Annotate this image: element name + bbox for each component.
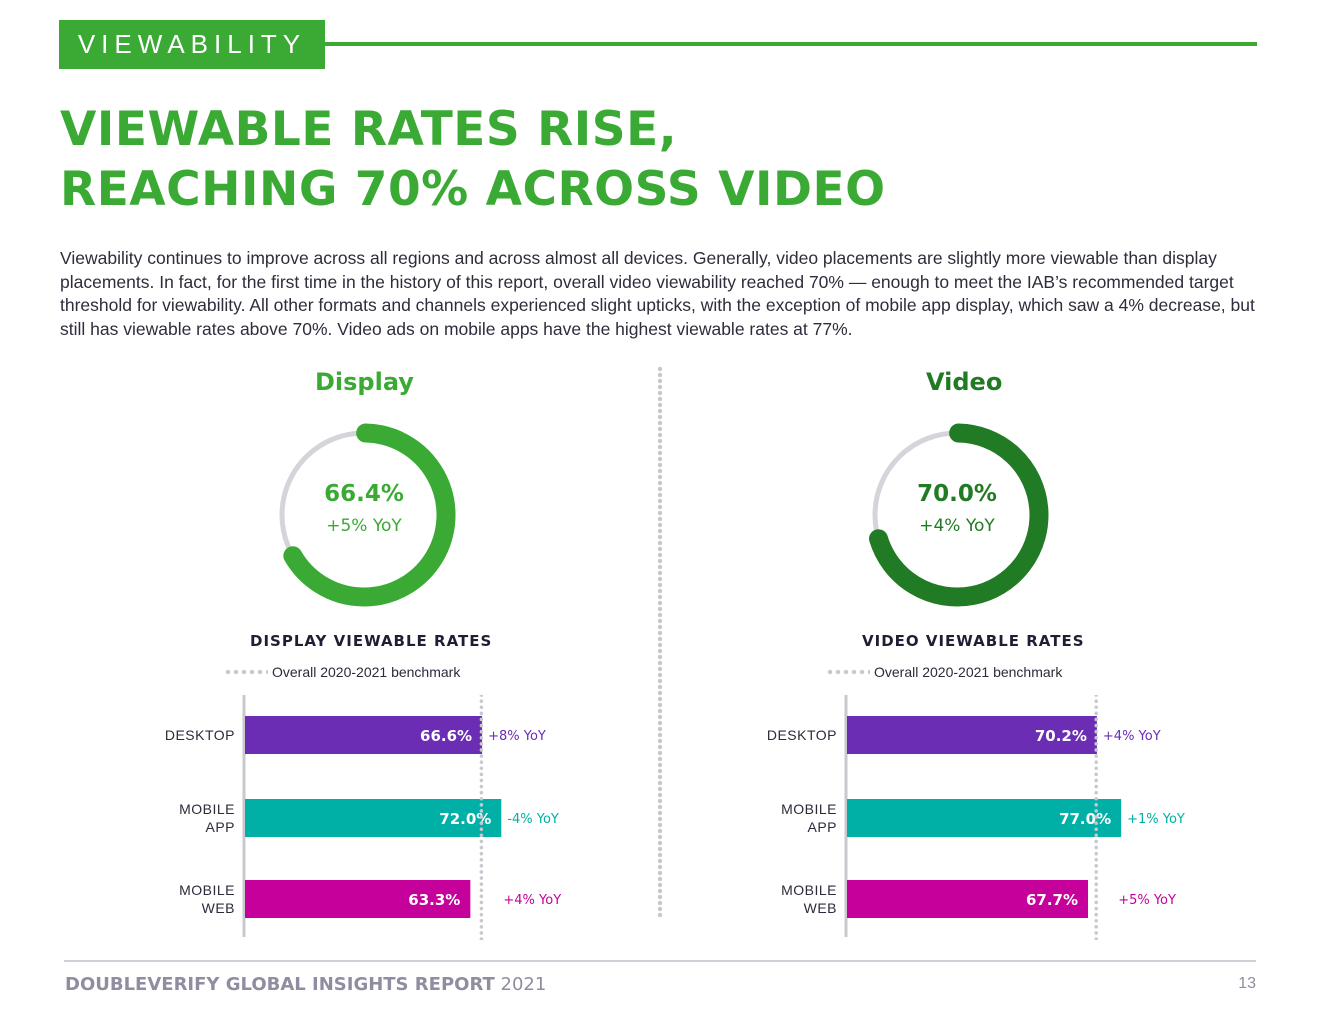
panel-divider <box>657 366 663 918</box>
display-yoy-label-mobile-app: -4% YoY <box>507 812 559 827</box>
video-bar-chart: 70.2% +4% YoY DESKTOP 77.0% +1% YoY MOBILE APP… <box>767 695 1185 940</box>
footer-report-name: DOUBLEVERIFY GLOBAL INSIGHTS REPORT <box>65 974 495 995</box>
display-donut-arc <box>283 423 456 607</box>
display-category-label-mobile-web: MOBILE WEB <box>179 882 235 916</box>
display-category-label-desktop: DESKTOP <box>165 727 235 743</box>
display-yoy-label-mobile-web: +4% YoY <box>503 893 561 908</box>
display-title: Display <box>315 368 414 396</box>
video-yoy-label-mobile-app: +1% YoY <box>1127 812 1185 827</box>
benchmark-dots-swatch <box>224 669 268 675</box>
page-headline: VIEWABLE RATES RISE, REACHING 70% ACROSS… <box>60 100 1160 220</box>
display-value-label-mobile-app: 72.0% <box>439 810 491 828</box>
video-bar-mobile-web <box>847 880 1089 918</box>
footer-rule <box>64 960 1256 962</box>
display-category-label-mobile-app: MOBILE APP <box>179 801 235 835</box>
video-legend-label: Overall 2020-2021 benchmark <box>874 664 1063 680</box>
page-number: 13 <box>1238 975 1256 992</box>
display-yoy-label-desktop: +8% YoY <box>488 729 546 744</box>
display-bar-mobile-web <box>245 880 471 918</box>
display-donut-yoy: +5% YoY <box>326 516 402 536</box>
video-donut-arc <box>869 423 1049 607</box>
video-category-label-desktop: DESKTOP <box>767 727 837 743</box>
video-bar-desktop <box>847 716 1097 754</box>
footer-report-title: DOUBLEVERIFY GLOBAL INSIGHTS REPORT 2021 <box>65 974 546 995</box>
video-donut-yoy: +4% YoY <box>919 516 995 536</box>
video-category-label-mobile-web: MOBILE WEB <box>781 882 837 916</box>
display-value-label-desktop: 66.6% <box>420 727 472 745</box>
display-value-label-mobile-web: 63.3% <box>408 891 460 909</box>
benchmark-dots-swatch <box>826 669 870 675</box>
section-tag: VIEWABILITY <box>59 20 325 69</box>
display-donut-value: 66.4% <box>324 481 404 507</box>
display-legend: Overall 2020-2021 benchmark <box>224 664 460 680</box>
headline-line-1: VIEWABLE RATES RISE, <box>60 102 678 157</box>
headline-line-2: REACHING 70% ACROSS VIDEO <box>60 162 886 217</box>
video-donut-value: 70.0% <box>917 481 997 507</box>
video-title: Video <box>926 368 1003 396</box>
video-bar-mobile-app <box>847 799 1122 837</box>
video-bars-title: VIDEO VIEWABLE RATES <box>862 632 1085 650</box>
video-legend: Overall 2020-2021 benchmark <box>826 664 1062 680</box>
video-yoy-label-mobile-web: +5% YoY <box>1118 893 1176 908</box>
video-value-label-desktop: 70.2% <box>1035 727 1087 745</box>
display-bars-title: DISPLAY VIEWABLE RATES <box>250 632 493 650</box>
video-yoy-label-desktop: +4% YoY <box>1103 729 1161 744</box>
intro-paragraph: Viewability continues to improve across … <box>60 248 1255 339</box>
video-value-label-mobile-app: 77.0% <box>1059 810 1111 828</box>
video-panel: Video 70.0% +4% YoY VIDEO VIEWABLE RATES… <box>660 360 1260 940</box>
display-bar-chart: 66.6% +8% YoY DESKTOP 72.0% -4% YoY MOBILE APP… <box>165 695 561 940</box>
video-category-label-mobile-app: MOBILE APP <box>781 801 837 835</box>
section-rule <box>325 42 1257 46</box>
video-value-label-mobile-web: 67.7% <box>1026 891 1078 909</box>
footer-report-year: 2021 <box>500 974 547 995</box>
display-bar-desktop <box>245 716 483 754</box>
display-panel: Display 66.4% +5% YoY DISPLAY VIEWABLE R… <box>60 360 660 940</box>
display-legend-label: Overall 2020-2021 benchmark <box>272 664 461 680</box>
display-donut <box>279 423 456 607</box>
video-donut <box>869 423 1049 607</box>
display-bar-mobile-app <box>245 799 502 837</box>
